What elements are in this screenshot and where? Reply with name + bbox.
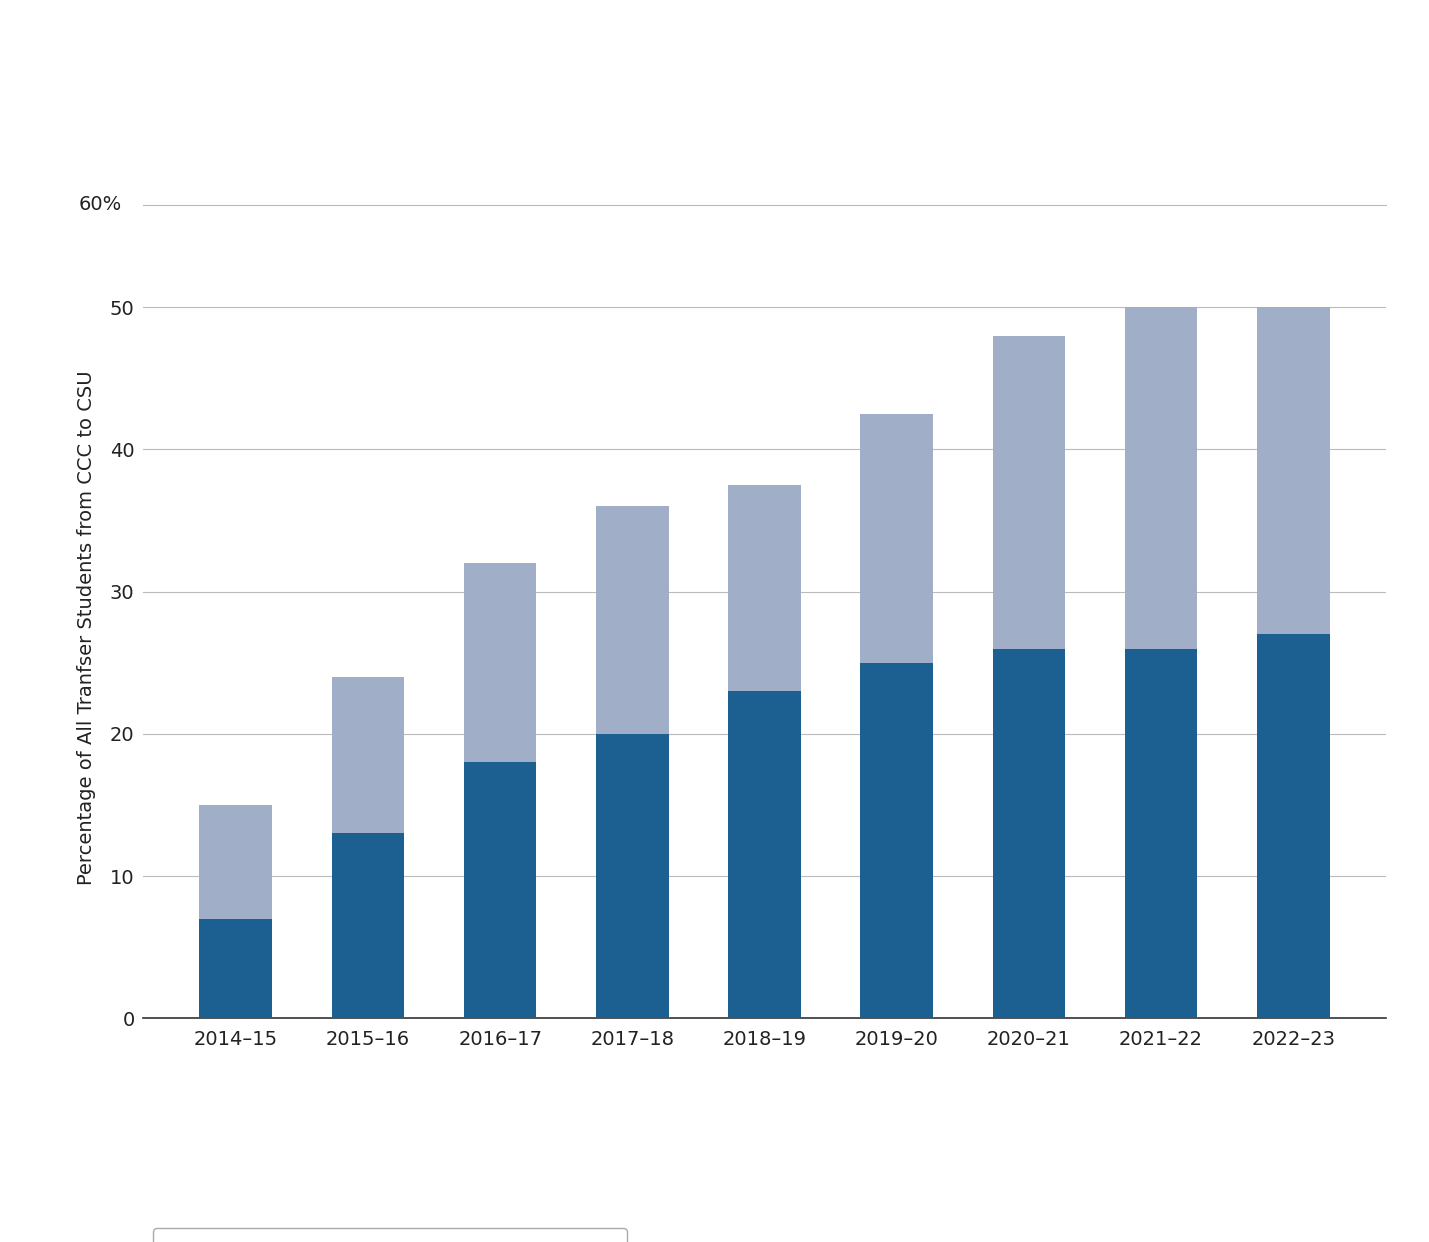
Y-axis label: Percentage of All Tranfser Students from CCC to CSU: Percentage of All Tranfser Students from…	[77, 370, 96, 884]
Bar	[596, 507, 669, 734]
Bar	[332, 677, 404, 833]
Bar	[729, 692, 800, 1018]
Bar	[200, 805, 272, 919]
Bar	[200, 919, 272, 1018]
Bar	[729, 484, 800, 692]
Bar	[332, 833, 404, 1018]
Bar	[1258, 307, 1329, 635]
Bar	[993, 335, 1065, 648]
Bar	[860, 414, 933, 663]
Bar	[1125, 648, 1198, 1018]
Bar	[464, 763, 536, 1018]
Bar	[860, 663, 933, 1018]
Bar	[464, 563, 536, 763]
Text: 60%: 60%	[79, 195, 121, 215]
Bar	[596, 734, 669, 1018]
Legend: ADT Transfer (Not on Similar Pathway), ADT Transfer (Similar Pathway): ADT Transfer (Not on Similar Pathway), A…	[153, 1227, 627, 1242]
Bar	[1258, 635, 1329, 1018]
Bar	[993, 648, 1065, 1018]
Bar	[1125, 307, 1198, 648]
